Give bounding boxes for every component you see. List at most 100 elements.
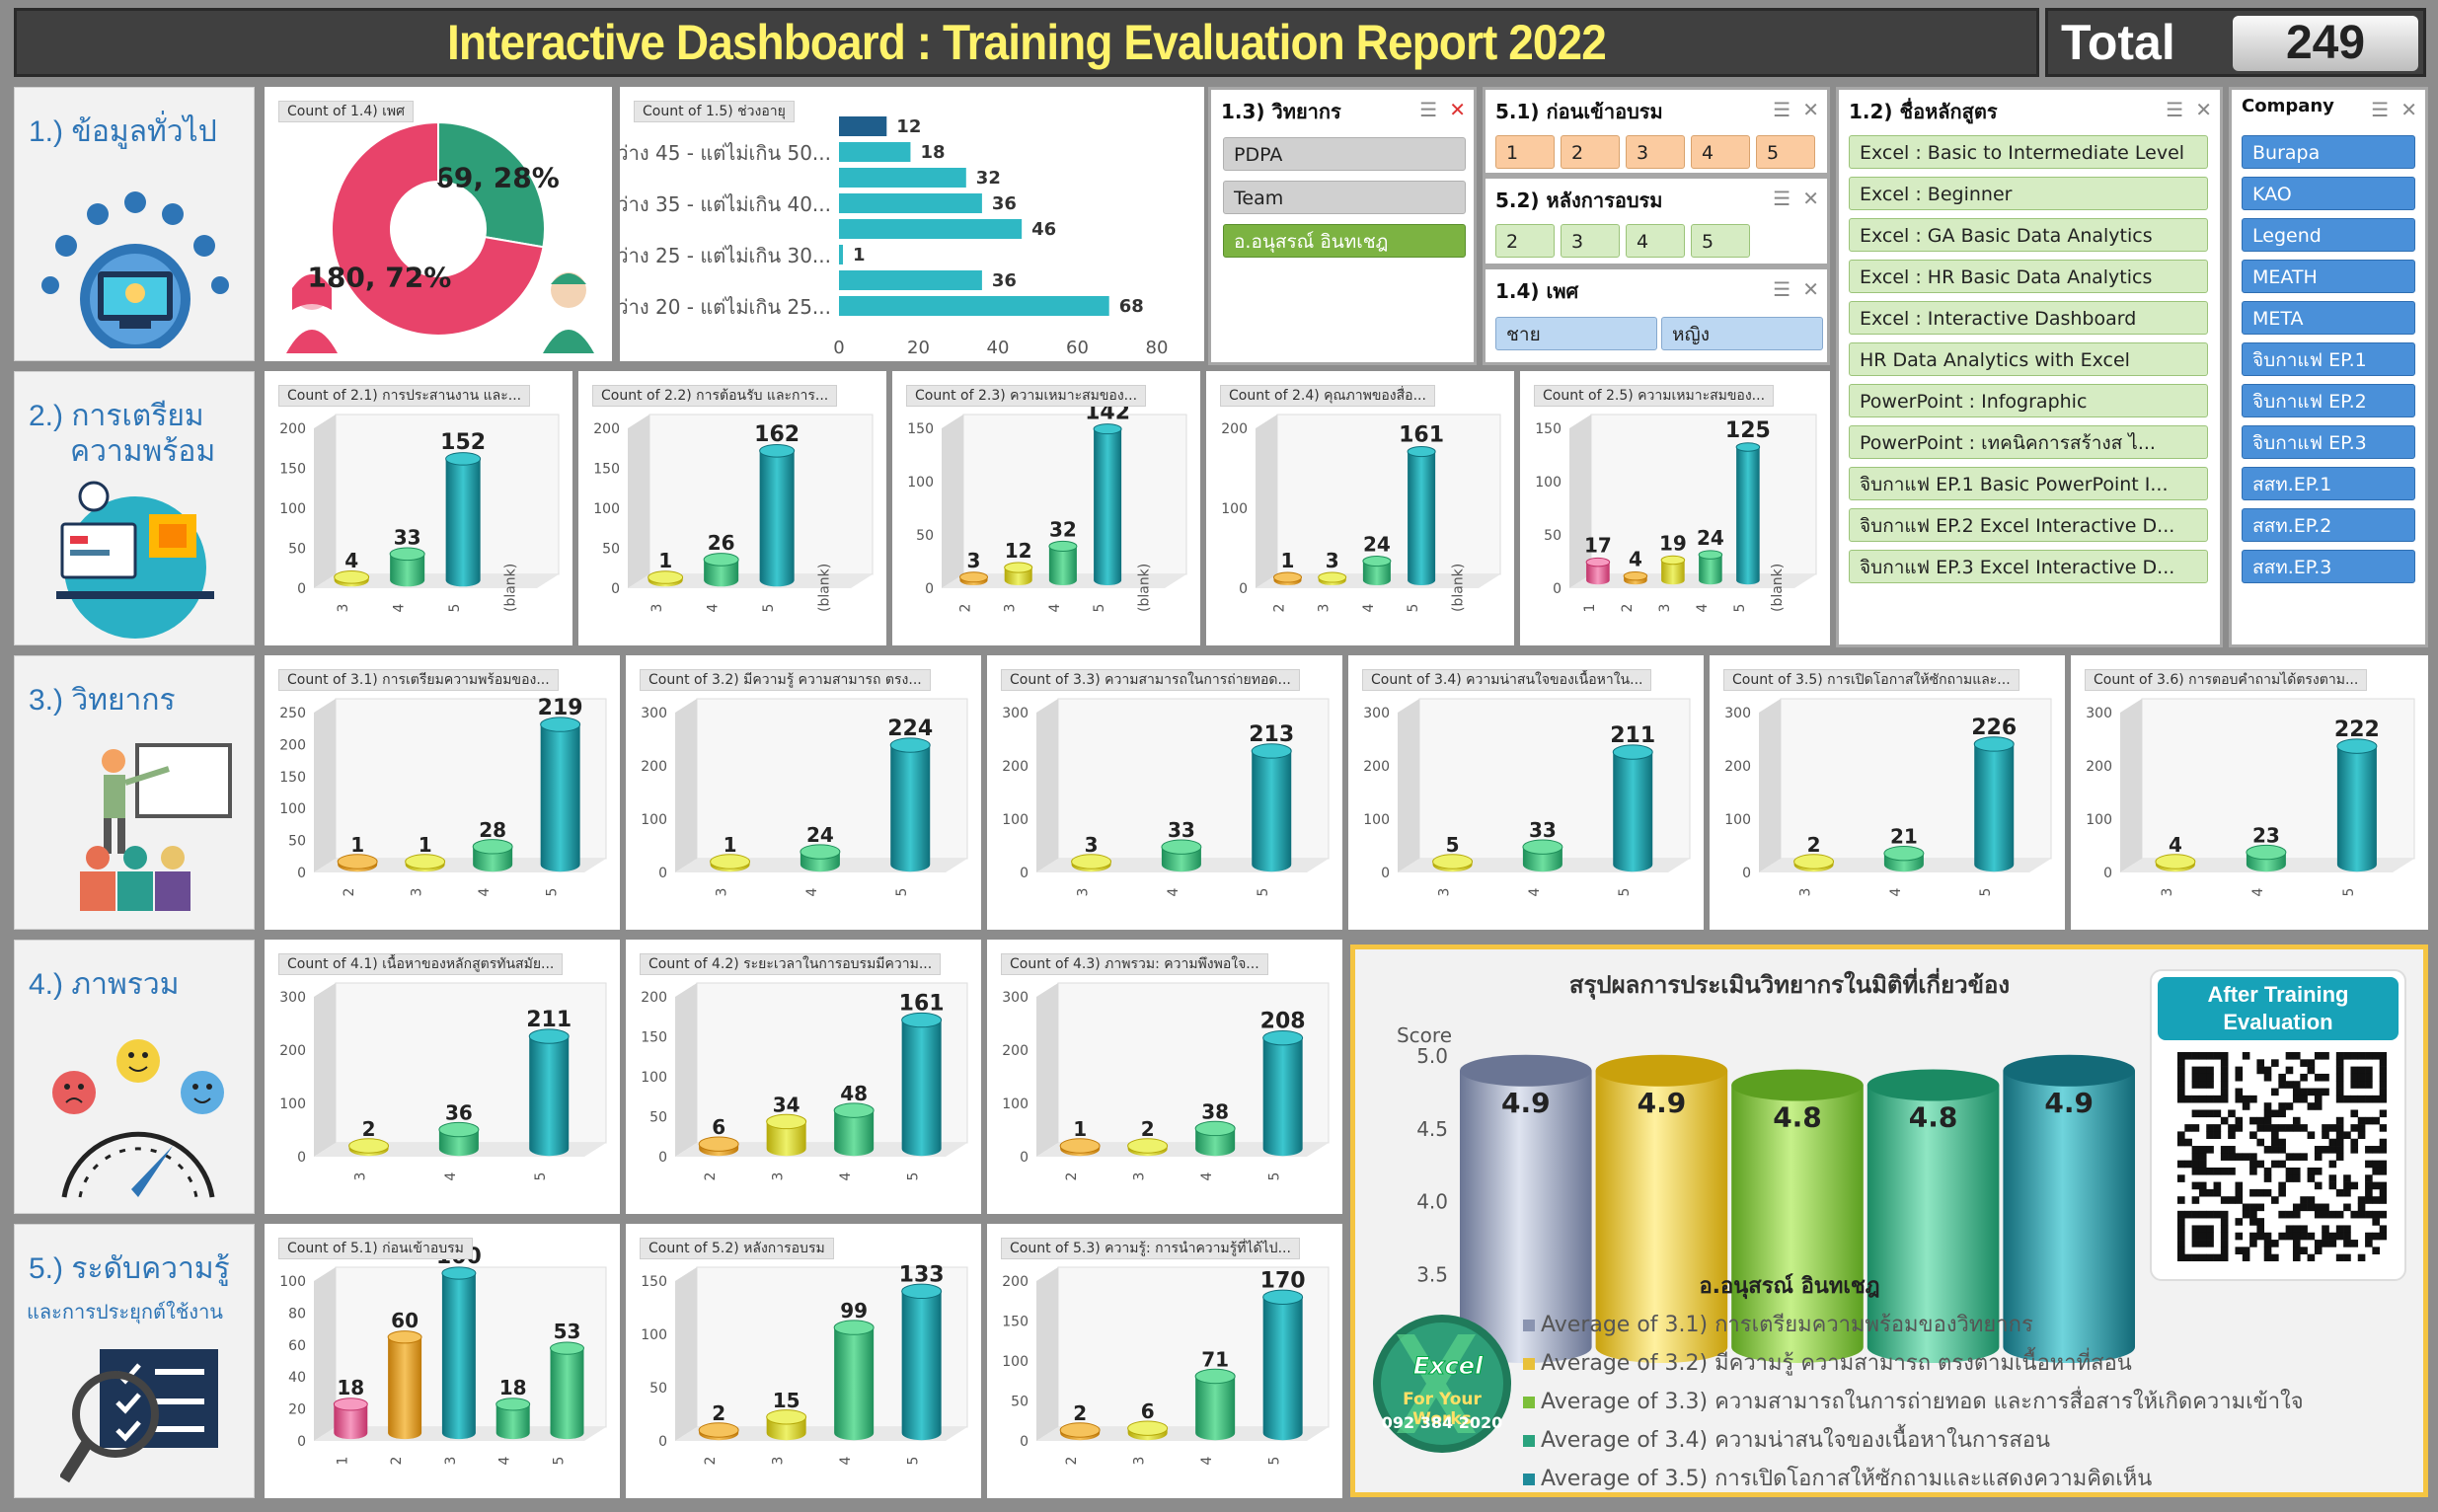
data-label: 24 — [1363, 533, 1391, 557]
slicer-item[interactable]: PowerPoint : เทคนิคการสร้างส ไ... — [1849, 425, 2208, 459]
qr-module — [2235, 1247, 2244, 1254]
bar-body — [1736, 447, 1760, 585]
bar — [334, 569, 370, 587]
slicer-item[interactable]: 5 — [1756, 135, 1815, 169]
slicer-item[interactable]: PowerPoint : Infographic — [1849, 384, 2208, 417]
x-tick-label: 4 — [1361, 603, 1377, 612]
qr-module — [2365, 1052, 2373, 1060]
bar-top — [1883, 845, 1925, 862]
chart-title: Count of 3.6) การตอบคำถามได้ตรงตาม... — [2085, 669, 2368, 691]
qr-module — [2322, 1232, 2329, 1241]
slicer-item-trainer-selected[interactable]: อ.อนุสรณ์ อินทเชฎ — [1223, 224, 1466, 258]
clear-filter-icon[interactable]: ✕ — [1802, 277, 1819, 301]
qr-code-icon[interactable] — [2177, 1052, 2387, 1261]
qr-module — [2372, 1146, 2380, 1154]
bar — [1432, 854, 1474, 872]
slicer-item[interactable]: 2 — [1561, 135, 1620, 169]
bar — [1612, 744, 1653, 872]
qr-module — [2343, 1232, 2351, 1241]
clear-filter-icon[interactable]: ✕ — [2400, 98, 2417, 121]
y-tick-label: 100 — [1002, 1096, 1029, 1112]
slicer-item[interactable]: จิบกาแฟ EP.3 — [2242, 425, 2415, 459]
slicer-item[interactable]: 5 — [1691, 224, 1750, 258]
multi-select-icon[interactable]: ☰ — [1773, 277, 1791, 301]
slicer-item[interactable]: จิบกาแฟ EP.2 Excel Interactive D... — [1849, 508, 2208, 542]
bar-top — [337, 854, 378, 869]
slicer-item[interactable]: จิบกาแฟ EP.1 Basic PowerPoint I... — [1849, 467, 2208, 500]
qr-module — [2285, 1210, 2294, 1219]
y-tick-label: 50 — [916, 528, 934, 544]
bar-top — [1318, 571, 1347, 583]
qr-module — [2292, 1253, 2301, 1261]
slicer-item[interactable]: 3 — [1626, 135, 1685, 169]
slicer-item[interactable]: จิบกาแฟ EP.3 Excel Interactive D... — [1849, 550, 2208, 583]
x-tick-label: (blank) — [1136, 564, 1152, 612]
multi-select-icon[interactable]: ☰ — [1773, 187, 1791, 210]
multi-select-icon[interactable]: ☰ — [1773, 98, 1791, 121]
qr-module — [2335, 1146, 2344, 1154]
multi-select-icon[interactable]: ☰ — [2371, 98, 2390, 121]
qr-module — [2213, 1131, 2222, 1140]
slicer-item-team[interactable]: Team — [1223, 181, 1466, 214]
x-tick-label: 3 — [410, 888, 425, 897]
slicer-item[interactable]: สสท.EP.1 — [2242, 467, 2415, 500]
slicer-item[interactable]: 4 — [1691, 135, 1750, 169]
qr-module — [2357, 1116, 2366, 1125]
bar-top — [405, 854, 446, 869]
y-tick-label: 300 — [1002, 990, 1029, 1006]
slicer-item-female[interactable]: หญิง — [1661, 317, 1823, 350]
y-tick-label: 20 — [288, 1402, 306, 1418]
slicer-item-pdpa[interactable]: PDPA — [1223, 137, 1466, 171]
slicer-item[interactable]: 3 — [1561, 224, 1620, 258]
bar — [710, 854, 751, 872]
clear-filter-icon[interactable]: ✕ — [1802, 187, 1819, 210]
qr-module — [2206, 1225, 2214, 1234]
bar-body — [550, 1348, 584, 1440]
slicer-item-male[interactable]: ชาย — [1495, 317, 1657, 350]
qr-module — [2249, 1116, 2257, 1125]
data-label: 4 — [2169, 833, 2182, 857]
x-tick-label: (blank) — [817, 564, 833, 612]
y-tick-label: 150 — [279, 462, 306, 478]
qr-module — [2271, 1088, 2279, 1096]
qr-module — [2271, 1146, 2279, 1154]
clear-filter-icon[interactable]: ✕ — [2195, 98, 2212, 121]
slicer-item[interactable]: จิบกาแฟ EP.1 — [2242, 342, 2415, 376]
slicer-item[interactable]: 2 — [1495, 224, 1555, 258]
data-label: 1 — [1073, 1117, 1087, 1141]
qr-module — [2220, 1247, 2229, 1254]
slicer-item[interactable]: Excel : Beginner — [1849, 177, 2208, 210]
qr-module — [2335, 1188, 2344, 1197]
bar — [800, 844, 841, 872]
slicer-item[interactable]: Burapa — [2242, 135, 2415, 169]
slicer-item[interactable]: Legend — [2242, 218, 2415, 252]
slicer-item[interactable]: จิบกาแฟ EP.2 — [2242, 384, 2415, 417]
slicer-item[interactable]: สสท.EP.3 — [2242, 550, 2415, 583]
bar-body — [2336, 746, 2377, 872]
slicer-item[interactable]: MEATH — [2242, 260, 2415, 293]
slicer-item[interactable]: Excel : HR Basic Data Analytics — [1849, 260, 2208, 293]
slicer-item[interactable]: META — [2242, 301, 2415, 335]
slicer-item[interactable]: Excel : Interactive Dashboard — [1849, 301, 2208, 335]
clear-filter-icon[interactable]: ✕ — [1802, 98, 1819, 121]
slicer-item[interactable]: Excel : Basic to Intermediate Level — [1849, 135, 2208, 169]
qr-module — [2278, 1138, 2286, 1147]
multi-select-icon[interactable]: ☰ — [1419, 98, 1438, 121]
qr-module — [2350, 1066, 2359, 1075]
slicer-item[interactable]: สสท.EP.2 — [2242, 508, 2415, 542]
qr-module — [2198, 1210, 2207, 1219]
pie-slice — [437, 120, 546, 249]
qr-module — [2177, 1247, 2185, 1254]
y-tick-label: 150 — [1535, 421, 1562, 437]
slicer-item[interactable]: 4 — [1626, 224, 1685, 258]
slicer-item[interactable]: HR Data Analytics with Excel — [1849, 342, 2208, 376]
slicer-item[interactable]: 1 — [1495, 135, 1555, 169]
y-tick-label: 100 — [641, 1070, 667, 1086]
slicer-item[interactable]: Excel : GA Basic Data Analytics — [1849, 218, 2208, 252]
clear-filter-icon[interactable]: ✕ — [1449, 98, 1466, 121]
multi-select-icon[interactable]: ☰ — [2166, 98, 2184, 121]
chart-title: Count of 3.4) ความน่าสนใจของเนื้อหาใน... — [1362, 669, 1652, 691]
qr-module — [2198, 1081, 2207, 1089]
qr-module — [2307, 1088, 2316, 1096]
slicer-item[interactable]: KAO — [2242, 177, 2415, 210]
